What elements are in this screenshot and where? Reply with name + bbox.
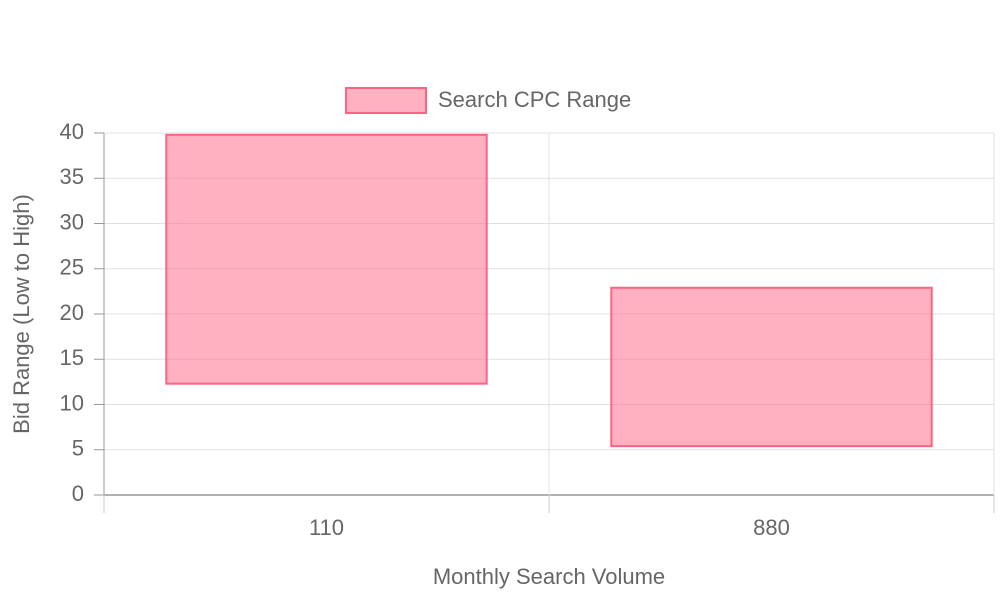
x-tick-label: 880 <box>753 515 790 540</box>
y-tick-label: 30 <box>60 209 84 234</box>
y-tick-label: 15 <box>60 345 84 370</box>
legend-label: Search CPC Range <box>438 87 631 112</box>
legend-swatch <box>345 87 427 114</box>
x-tick-label: 110 <box>309 515 344 540</box>
y-tick-label: 5 <box>72 436 84 461</box>
bar <box>610 286 933 448</box>
y-tick-label: 35 <box>60 164 84 189</box>
y-tick-label: 20 <box>60 300 84 325</box>
y-tick-label: 0 <box>72 481 84 506</box>
x-axis-title: Monthly Search Volume <box>433 564 665 589</box>
y-tick-label: 25 <box>60 255 84 280</box>
y-axis-title: Bid Range (Low to High) <box>9 194 34 434</box>
bar <box>165 133 488 385</box>
y-tick-label: 40 <box>60 119 84 144</box>
y-tick-label: 10 <box>60 390 84 415</box>
